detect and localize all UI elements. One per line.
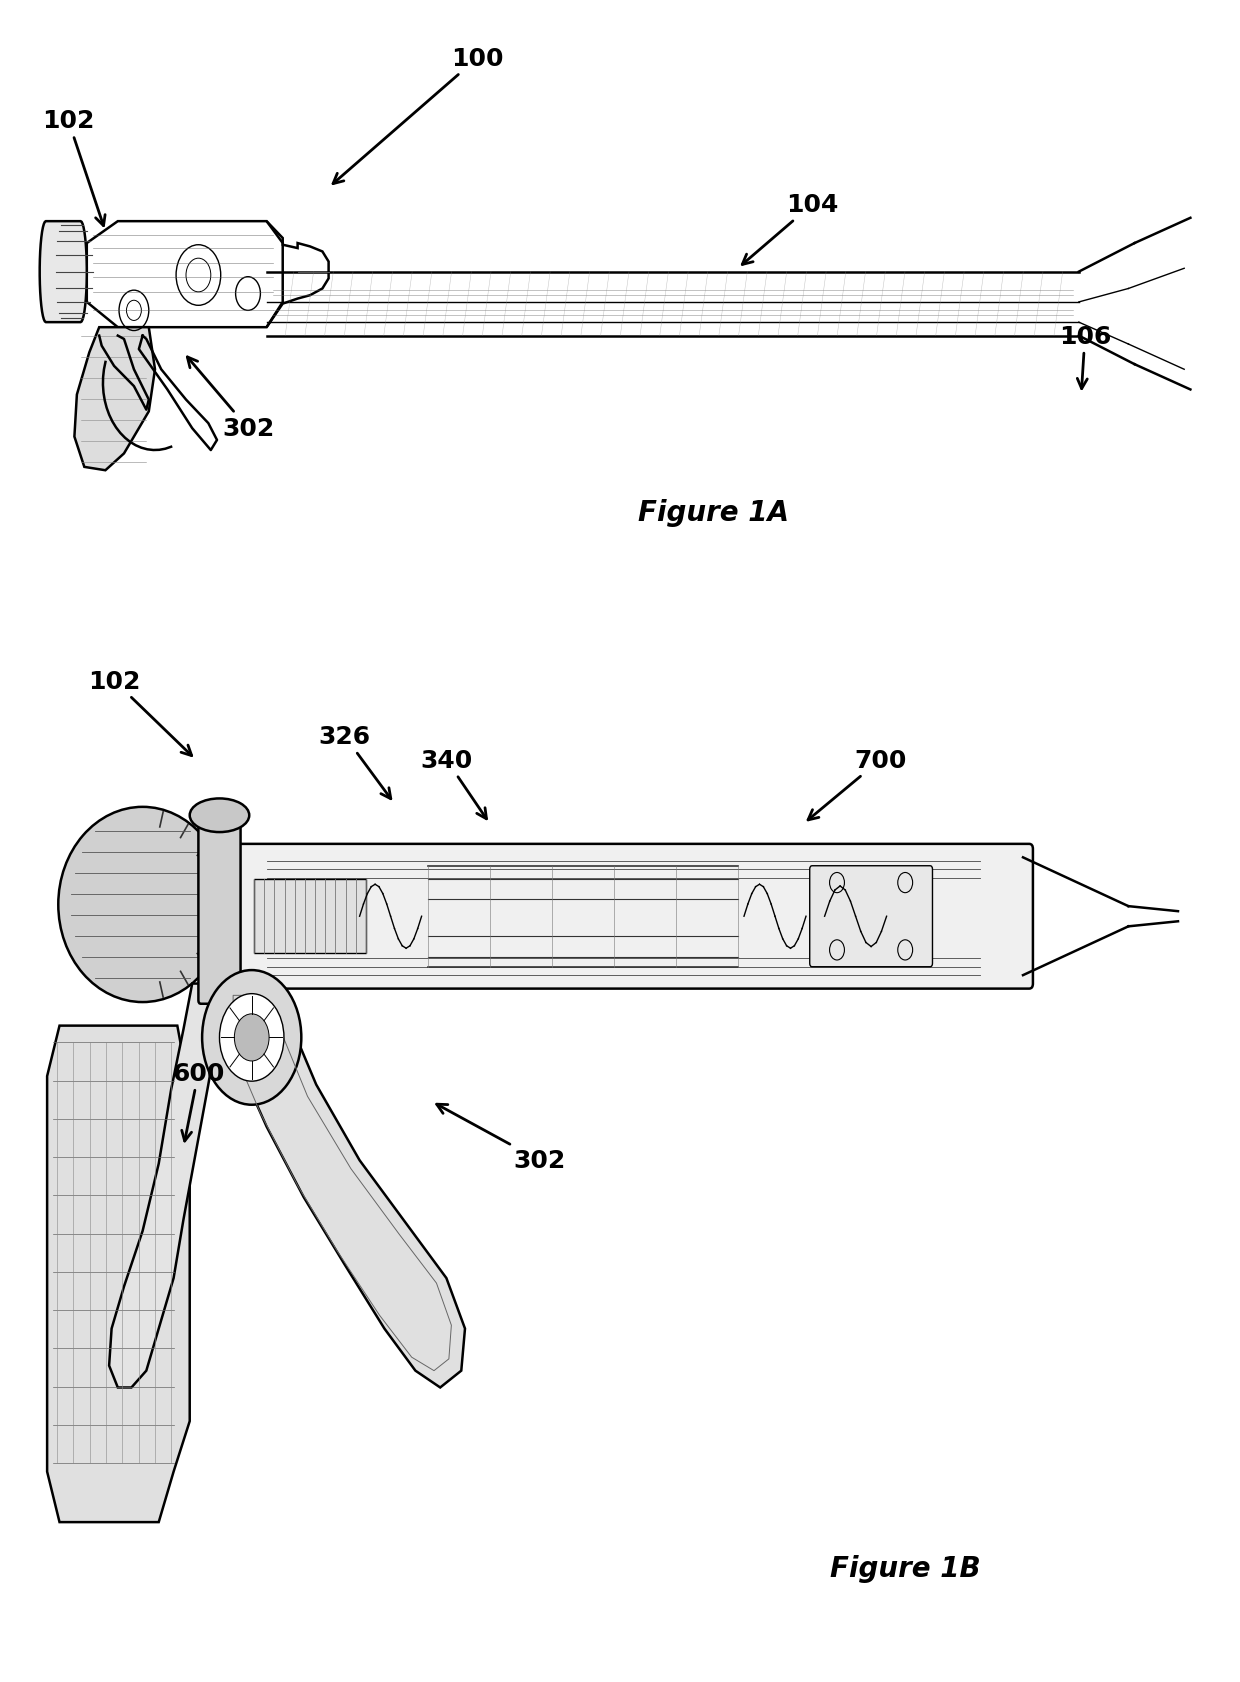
Text: Figure 1B: Figure 1B	[830, 1554, 981, 1581]
Text: 340: 340	[420, 748, 486, 819]
Text: 302: 302	[187, 358, 274, 441]
Circle shape	[202, 971, 301, 1105]
Text: 104: 104	[743, 193, 838, 266]
Circle shape	[219, 994, 284, 1082]
Text: 100: 100	[334, 47, 503, 185]
Ellipse shape	[216, 863, 229, 947]
Text: 302: 302	[436, 1105, 565, 1172]
Circle shape	[234, 1014, 269, 1061]
Polygon shape	[47, 1026, 190, 1522]
FancyBboxPatch shape	[213, 844, 1033, 989]
Text: 326: 326	[319, 725, 391, 799]
Ellipse shape	[58, 807, 227, 1002]
Ellipse shape	[190, 799, 249, 833]
Polygon shape	[109, 984, 223, 1388]
Polygon shape	[74, 328, 155, 471]
Polygon shape	[40, 222, 87, 323]
Polygon shape	[221, 984, 465, 1388]
Text: 700: 700	[808, 748, 906, 821]
Bar	[254, 880, 366, 954]
Text: 600: 600	[172, 1061, 224, 1142]
Text: 102: 102	[88, 669, 192, 757]
FancyBboxPatch shape	[198, 821, 241, 1004]
Text: Figure 1A: Figure 1A	[637, 500, 789, 526]
FancyBboxPatch shape	[810, 866, 932, 967]
Text: 102: 102	[42, 109, 105, 227]
Text: 106: 106	[1059, 325, 1111, 390]
